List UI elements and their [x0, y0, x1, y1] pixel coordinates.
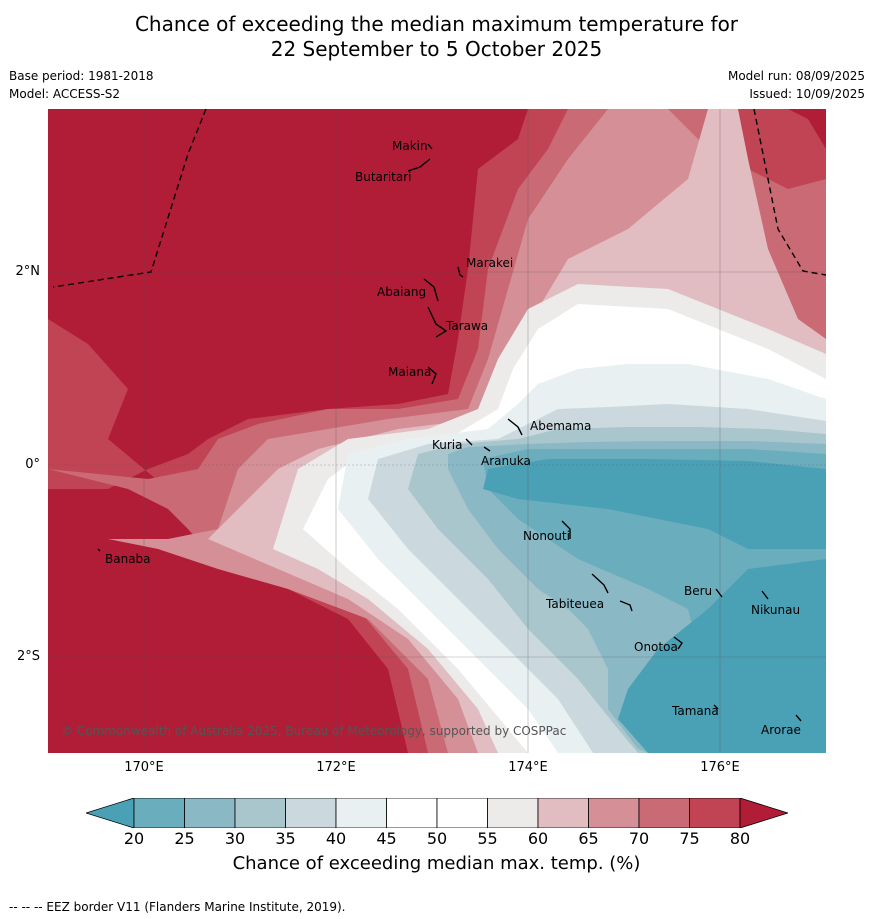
island-label-nikunau: Nikunau	[751, 603, 801, 617]
island-label-tamana: Tamana	[672, 704, 719, 718]
copyright-notice: © Commonwealth of Australia 2025, Bureau…	[61, 724, 567, 738]
colorbar-segment	[133, 798, 185, 828]
island-label-makin: Makin	[392, 139, 428, 153]
meta-left: Base period: 1981-2018 Model: ACCESS-S2	[9, 69, 154, 105]
colorbar-tick-label: 40	[325, 829, 347, 848]
island-label-kuria: Kuria	[432, 438, 463, 452]
colorbar	[86, 798, 788, 828]
colorbar-tick-label: 65	[578, 829, 599, 848]
colorbar-tick-label: 50	[426, 829, 448, 848]
base-period: Base period: 1981-2018	[9, 69, 154, 83]
colorbar-segment	[689, 798, 741, 828]
island-label-marakei: Marakei	[466, 256, 514, 270]
colorbar-segment	[537, 798, 589, 828]
eez-footnote: -- -- -- EEZ border V11 (Flanders Marine…	[9, 900, 346, 914]
zone-below-20-south	[618, 559, 826, 753]
lat-tick-equator: 0°	[25, 457, 40, 472]
model-name: Model: ACCESS-S2	[9, 87, 121, 101]
colorbar-tick-label: 60	[527, 829, 549, 848]
island-label-tarawa: Tarawa	[446, 319, 489, 333]
lon-tick-170e: 170°E	[124, 760, 164, 775]
colorbar-tick-label: 55	[477, 829, 498, 848]
colorbar-tick-label: 30	[224, 829, 246, 848]
colorbar-segment	[436, 798, 488, 828]
meta-right: Model run: 08/09/2025 Issued: 10/09/2025	[728, 69, 865, 105]
colorbar-extend-high	[739, 798, 788, 828]
colorbar-segment	[335, 798, 387, 828]
colorbar-segment	[638, 798, 690, 828]
map-title: Chance of exceeding the median maximum t…	[0, 12, 873, 62]
colorbar-label: Chance of exceeding median max. temp. (%…	[232, 853, 641, 874]
colorbar-tick-label: 20	[123, 829, 145, 848]
island-label-beru: Beru	[684, 584, 713, 598]
island-label-onotoa: Onotoa	[634, 640, 678, 654]
island-label-aranuka: Aranuka	[481, 454, 531, 468]
colorbar-extend-low	[86, 798, 135, 828]
island-label-tabiteuea: Tabiteuea	[546, 597, 605, 611]
title-line-1: Chance of exceeding the median maximum t…	[134, 12, 739, 36]
colorbar-segment	[487, 798, 539, 828]
colorbar-tick-label: 45	[376, 829, 397, 848]
colorbar-segment	[285, 798, 337, 828]
title-line-2: 22 September to 5 October 2025	[270, 37, 603, 61]
model-run: Model run: 08/09/2025	[727, 69, 865, 83]
eez-border	[52, 109, 826, 288]
island-label-abaiang: Abaiang	[377, 285, 427, 299]
island-label-nonouti: Nonouti	[523, 529, 570, 543]
lon-tick-176e: 176°E	[700, 760, 740, 775]
colorbar-tick-label: 75	[679, 829, 700, 848]
colorbar-segment	[234, 798, 286, 828]
island-label-butaritari: Butaritari	[355, 170, 412, 184]
lon-tick-172e: 172°E	[316, 760, 356, 775]
forecast-map: © Commonwealth of Australia 2025, Bureau…	[48, 109, 826, 753]
gridlines	[48, 109, 826, 753]
colorbar-tick-label: 70	[628, 829, 650, 848]
colorbar-segment	[184, 798, 236, 828]
island-label-maiana: Maiana	[388, 365, 432, 379]
zone-below-20	[483, 459, 826, 549]
island-label-arorae: Arorae	[761, 723, 801, 737]
island-label-banaba: Banaba	[105, 552, 151, 566]
colorbar-tick-label: 35	[275, 829, 296, 848]
colorbar-tick-label: 80	[729, 829, 751, 848]
colorbar-segment	[588, 798, 640, 828]
lat-tick-2s: 2°S	[16, 649, 40, 664]
lat-tick-2n: 2°N	[15, 264, 41, 279]
island-outlines	[97, 143, 802, 722]
issued-date: Issued: 10/09/2025	[749, 87, 865, 101]
island-label-abemama: Abemama	[530, 419, 592, 433]
lon-tick-174e: 174°E	[508, 760, 548, 775]
colorbar-tick-label: 25	[174, 829, 195, 848]
colorbar-segment	[386, 798, 438, 828]
map-canvas	[48, 109, 826, 753]
